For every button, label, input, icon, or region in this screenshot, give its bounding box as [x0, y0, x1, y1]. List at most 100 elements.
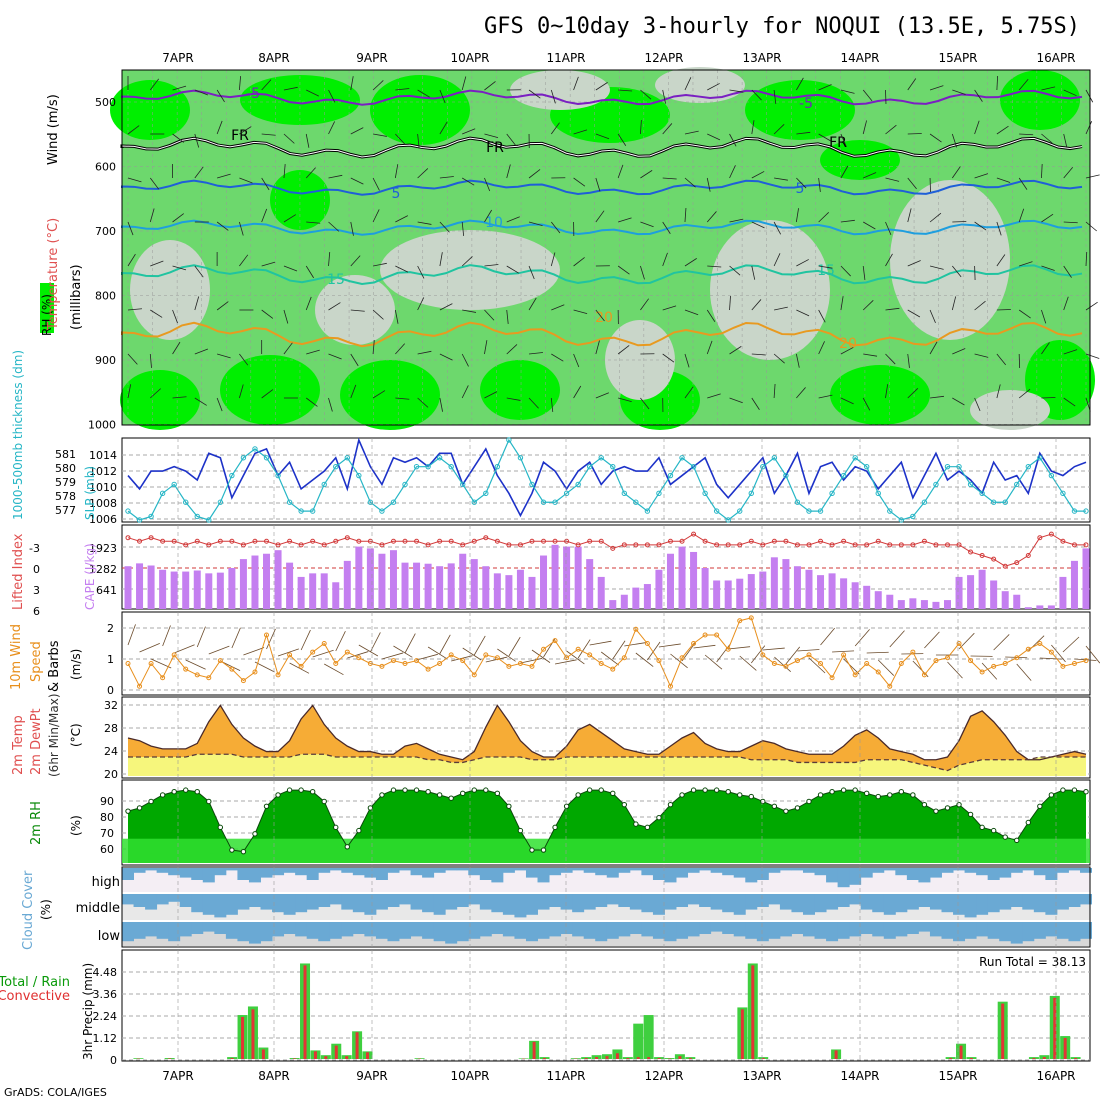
wind-barb — [907, 208, 912, 223]
cape-bar — [297, 576, 305, 609]
wind-barb — [473, 635, 486, 656]
thickness-point — [610, 463, 616, 470]
cloud-bar-low — [1045, 922, 1058, 937]
wind-barb — [439, 252, 443, 267]
rh2m-point — [125, 808, 131, 814]
wind-barb — [706, 340, 713, 355]
cloud-bar-middle — [329, 894, 342, 905]
thickness-point — [125, 508, 131, 514]
cloud-bar-low — [422, 922, 435, 939]
rh2m-point — [806, 798, 812, 805]
wind-speed-point — [390, 658, 396, 664]
cloud-bar-middle — [860, 894, 873, 910]
cloud-bar-high — [468, 868, 481, 876]
rh2m-point — [240, 848, 247, 855]
cloud-bar-high — [606, 868, 619, 878]
cloud-bar-middle — [733, 894, 746, 915]
wind-barb — [662, 177, 677, 180]
wind-barb — [306, 221, 321, 224]
wind-tick: 2 — [107, 622, 114, 635]
rh2m-point — [656, 814, 662, 821]
cloud-units: (%) — [39, 899, 53, 920]
wind-barb — [484, 309, 495, 321]
rh-dry-area — [510, 70, 610, 110]
wind-speed-point — [841, 652, 847, 658]
bottom-date-label: 13APR — [742, 1069, 781, 1083]
cloud-bar-high — [341, 868, 354, 873]
wind-barb — [127, 353, 138, 365]
cloud-bar-low — [918, 922, 931, 932]
wind-barb — [617, 345, 630, 355]
cloud-bar-middle — [514, 894, 527, 918]
wind-barb — [261, 177, 270, 191]
precip-convective-bar — [584, 1058, 588, 1059]
cape-bar — [932, 601, 940, 609]
cloud-bar-low — [479, 922, 492, 937]
li-point — [644, 542, 650, 548]
wind-barb — [996, 177, 1011, 183]
cloud-bar-high — [837, 868, 850, 888]
wind-barb — [1051, 644, 1066, 663]
thickness-point — [690, 463, 697, 470]
li-tick: 6 — [33, 605, 40, 618]
wind-barb — [461, 76, 467, 91]
li-point — [217, 538, 223, 544]
cape-bar — [1036, 605, 1044, 609]
wind-barb — [484, 209, 493, 223]
contour-label: 15 — [327, 272, 345, 288]
thickness-point — [448, 463, 454, 470]
thickness-point — [863, 463, 870, 470]
cloud-bar-high — [964, 868, 977, 873]
li-point — [656, 542, 662, 548]
rh2m-point — [1048, 792, 1055, 798]
thickness-point — [379, 508, 385, 514]
wind-speed-line — [127, 617, 1087, 688]
cloud-bar-middle — [1010, 894, 1023, 907]
cloud-bar-high — [1045, 868, 1058, 880]
wind-barb — [728, 646, 751, 650]
wind-barb — [739, 655, 757, 671]
precip-convective-bar — [1074, 1058, 1078, 1059]
wind-barb — [1063, 349, 1078, 355]
wind-speed-point — [541, 646, 547, 652]
rh2m-units: (%) — [69, 815, 83, 836]
wind-barb — [127, 308, 142, 311]
li-point — [194, 538, 200, 544]
wind-speed-point — [529, 663, 535, 669]
cape-bar — [228, 568, 236, 609]
thickness-point — [667, 472, 674, 479]
rh-moist-area — [120, 370, 200, 430]
wind-barb — [818, 309, 826, 323]
wind-barb — [929, 265, 944, 270]
wind-barb — [818, 394, 833, 399]
cloud-bar-low — [283, 922, 296, 934]
rh2m-point — [863, 790, 870, 797]
thickness-point — [875, 490, 881, 497]
wind-barb — [707, 133, 721, 141]
cloud-bar-low — [953, 922, 966, 942]
precip-total-bar — [633, 1023, 644, 1059]
wind-barb — [216, 120, 223, 135]
thickness-point — [586, 463, 593, 470]
cloud-bar-low — [133, 922, 146, 939]
cloud-frame — [121, 866, 1091, 948]
cloud-bar-high — [572, 868, 585, 871]
run-total-label: Run Total = 38.13 — [979, 955, 1086, 969]
precip-convective-bar — [1063, 1037, 1067, 1059]
rh-dry-area — [970, 390, 1050, 430]
wind-barb — [506, 397, 521, 401]
wind-barb — [305, 397, 318, 407]
wind-barb — [684, 386, 694, 399]
wind-speed-point — [471, 672, 477, 678]
wind-label-3: & Barbs — [47, 640, 62, 692]
cloud-bar-low — [999, 922, 1012, 942]
cloud-bar-middle — [583, 894, 596, 910]
li-point — [979, 553, 985, 559]
cloud-bar-low — [837, 922, 850, 939]
wind-barb — [261, 309, 274, 319]
wind-barb — [573, 177, 586, 187]
cloud-bar-low — [768, 922, 781, 939]
li-point — [633, 542, 639, 548]
wind-speed-point — [552, 638, 558, 644]
temp-label-1: 2m Temp — [11, 715, 26, 775]
